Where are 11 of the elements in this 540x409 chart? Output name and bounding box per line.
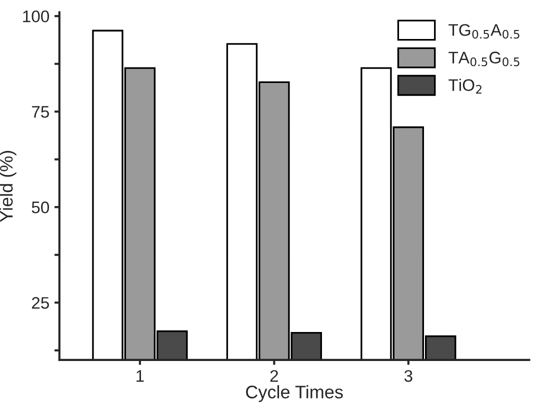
- x-axis-title: Cycle Times: [246, 385, 343, 402]
- y-tick-label: 25: [32, 297, 49, 309]
- legend-label: TiO$_{2}$: [448, 78, 482, 94]
- legend-label: TA$_{0.5}$G$_{0.5}$: [448, 52, 520, 66]
- y-tick-label: 75: [32, 106, 49, 118]
- x-tick-label: 3: [404, 370, 412, 382]
- y-tick-label: 50: [32, 202, 50, 214]
- x-tick-label: 2: [270, 370, 278, 382]
- x-tick-label: 1: [136, 370, 144, 382]
- y-tick-label: 100: [23, 10, 50, 22]
- legend-label: TG$_{0.5}$A$_{0.5}$: [448, 24, 520, 39]
